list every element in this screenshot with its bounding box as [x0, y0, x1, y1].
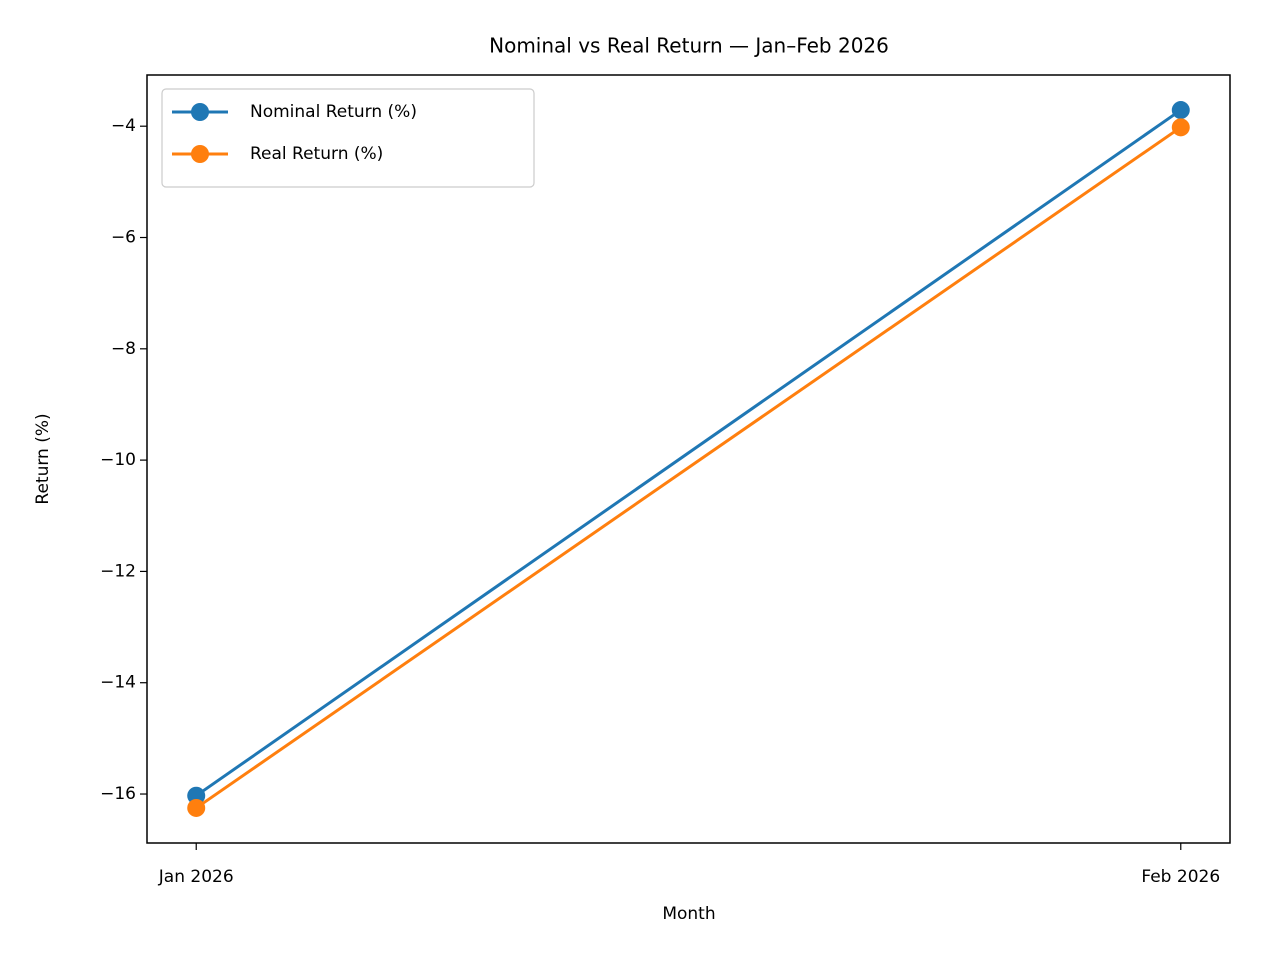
x-tick-label: Jan 2026 — [158, 867, 234, 887]
data-point — [1171, 118, 1190, 137]
y-tick-label: −10 — [100, 450, 136, 470]
x-axis-label: Month — [662, 904, 715, 924]
legend-marker — [191, 145, 209, 163]
y-tick-label: −16 — [100, 784, 136, 804]
y-tick-label: −4 — [111, 116, 136, 136]
y-tick-label: −6 — [111, 228, 136, 248]
chart-title: Nominal vs Real Return — Jan–Feb 2026 — [489, 34, 889, 58]
series-line — [195, 126, 1182, 810]
series-line — [195, 108, 1182, 797]
y-tick-label: −14 — [100, 673, 136, 693]
legend-label: Real Return (%) — [250, 144, 383, 164]
y-tick-label: −12 — [100, 561, 136, 581]
data-point — [187, 798, 206, 817]
data-point — [1171, 101, 1190, 120]
legend-marker — [191, 103, 209, 121]
x-tick-label: Feb 2026 — [1141, 867, 1220, 887]
plot-frame — [146, 74, 1231, 844]
legend-box — [161, 88, 535, 188]
legend-label: Nominal Return (%) — [250, 102, 417, 122]
y-axis-label: Return (%) — [33, 413, 53, 504]
y-tick-label: −8 — [111, 339, 136, 359]
